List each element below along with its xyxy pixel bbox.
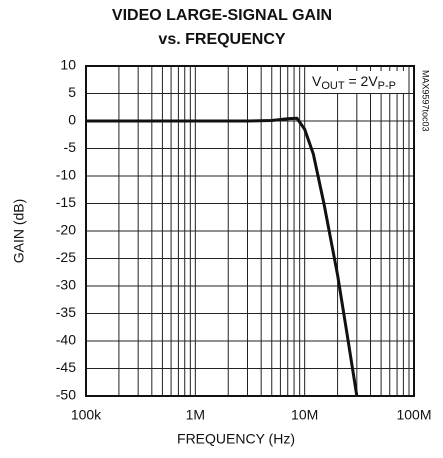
annotation-part: = 2V [345,73,379,89]
y-tick-label: 10 [60,57,76,73]
y-tick-label: -35 [56,304,76,320]
y-tick-label: -45 [56,359,76,375]
chart-title: vs. FREQUENCY [158,31,285,48]
y-tick-label: -20 [56,222,76,238]
side-label: MAX9597toc03 [421,70,431,132]
annotation-bg [309,71,405,93]
x-tick-label: 100M [396,407,431,423]
annotation: VOUT = 2VP-P [312,73,396,92]
y-tick-label: -50 [56,387,76,403]
grid [85,65,415,397]
x-tick-label: 10M [291,407,318,423]
x-tick-label: 100k [71,407,102,423]
x-axis-label: FREQUENCY (Hz) [177,431,295,447]
y-tick-label: 0 [68,112,76,128]
y-tick-label: -40 [56,332,76,348]
y-tick-label: -25 [56,249,76,265]
annotation-part: P-P [378,80,396,92]
chart-title: VIDEO LARGE-SIGNAL GAIN [112,7,332,24]
y-axis-label: GAIN (dB) [11,199,27,264]
y-tick-label: -10 [56,167,76,183]
y-tick-label: -30 [56,277,76,293]
annotation-part: V [312,73,322,89]
x-tick-label: 1M [186,407,205,423]
line-series [86,116,359,397]
annotation-part: OUT [321,80,345,92]
y-tick-label: -5 [64,139,77,155]
y-tick-label: -15 [56,194,76,210]
y-tick-label: 5 [68,84,76,100]
plot-border [85,65,415,397]
